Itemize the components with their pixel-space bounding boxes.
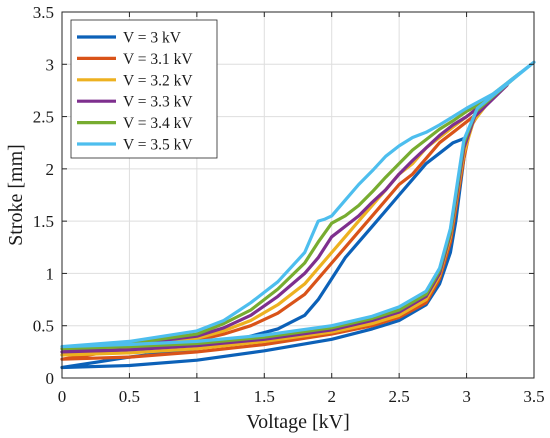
x-tick-label: 3.5 bbox=[523, 387, 544, 406]
y-tick-label: 0.5 bbox=[33, 317, 54, 336]
y-tick-label: 1 bbox=[46, 264, 55, 283]
axis-ticks bbox=[61, 11, 535, 379]
legend-label-3: V = 3.2 kV bbox=[123, 72, 193, 89]
series-line-3 bbox=[60, 94, 496, 357]
legend-label-2: V = 3.1 kV bbox=[123, 51, 193, 68]
x-tick-label: 1.5 bbox=[254, 387, 275, 406]
series-line-1 bbox=[60, 135, 469, 370]
plot-frame bbox=[61, 11, 535, 379]
legend-box bbox=[70, 19, 218, 159]
legend-label-1: V = 3 kV bbox=[123, 30, 182, 47]
y-axis-label: Stroke [mm] bbox=[5, 144, 27, 246]
x-tick-label: 1 bbox=[193, 387, 202, 406]
x-tick-label: 0.5 bbox=[119, 387, 140, 406]
x-axis-label: Voltage [kV] bbox=[246, 411, 350, 433]
x-tick-label: 0 bbox=[58, 387, 67, 406]
y-tick-label: 2 bbox=[46, 160, 55, 179]
legend-label-4: V = 3.3 kV bbox=[123, 94, 193, 111]
y-tick-label: 0 bbox=[46, 369, 55, 388]
y-tick-label: 1.5 bbox=[33, 212, 54, 231]
x-tick-label: 3 bbox=[462, 387, 471, 406]
tick-labels: 0 0.5 1 1.5 2 2.5 3 3.5 0 0.5 1 1.5 2 2.5 3 3.5 bbox=[33, 3, 545, 406]
legend-label-5: V = 3.4 kV bbox=[123, 115, 193, 132]
legend: V = 3 kV V = 3.1 kV V = 3.2 kV V = 3.3 kV V … bbox=[70, 19, 218, 159]
y-tick-label: 3.5 bbox=[33, 3, 54, 22]
series-line-5 bbox=[60, 71, 523, 351]
series-line-6 bbox=[60, 60, 536, 349]
legend-label-6: V = 3.5 kV bbox=[123, 137, 193, 154]
series-line-2 bbox=[60, 109, 482, 361]
y-tick-label: 2.5 bbox=[33, 108, 54, 127]
series-layer bbox=[60, 60, 536, 370]
x-tick-label: 2.5 bbox=[389, 387, 410, 406]
y-tick-label: 3 bbox=[46, 55, 55, 74]
x-tick-label: 2 bbox=[327, 387, 336, 406]
series-line-4 bbox=[60, 83, 509, 354]
